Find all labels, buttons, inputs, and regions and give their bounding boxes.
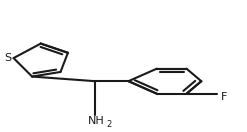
- Text: 2: 2: [106, 120, 111, 129]
- Text: S: S: [4, 53, 11, 63]
- Text: NH: NH: [88, 116, 104, 126]
- Text: F: F: [221, 92, 227, 102]
